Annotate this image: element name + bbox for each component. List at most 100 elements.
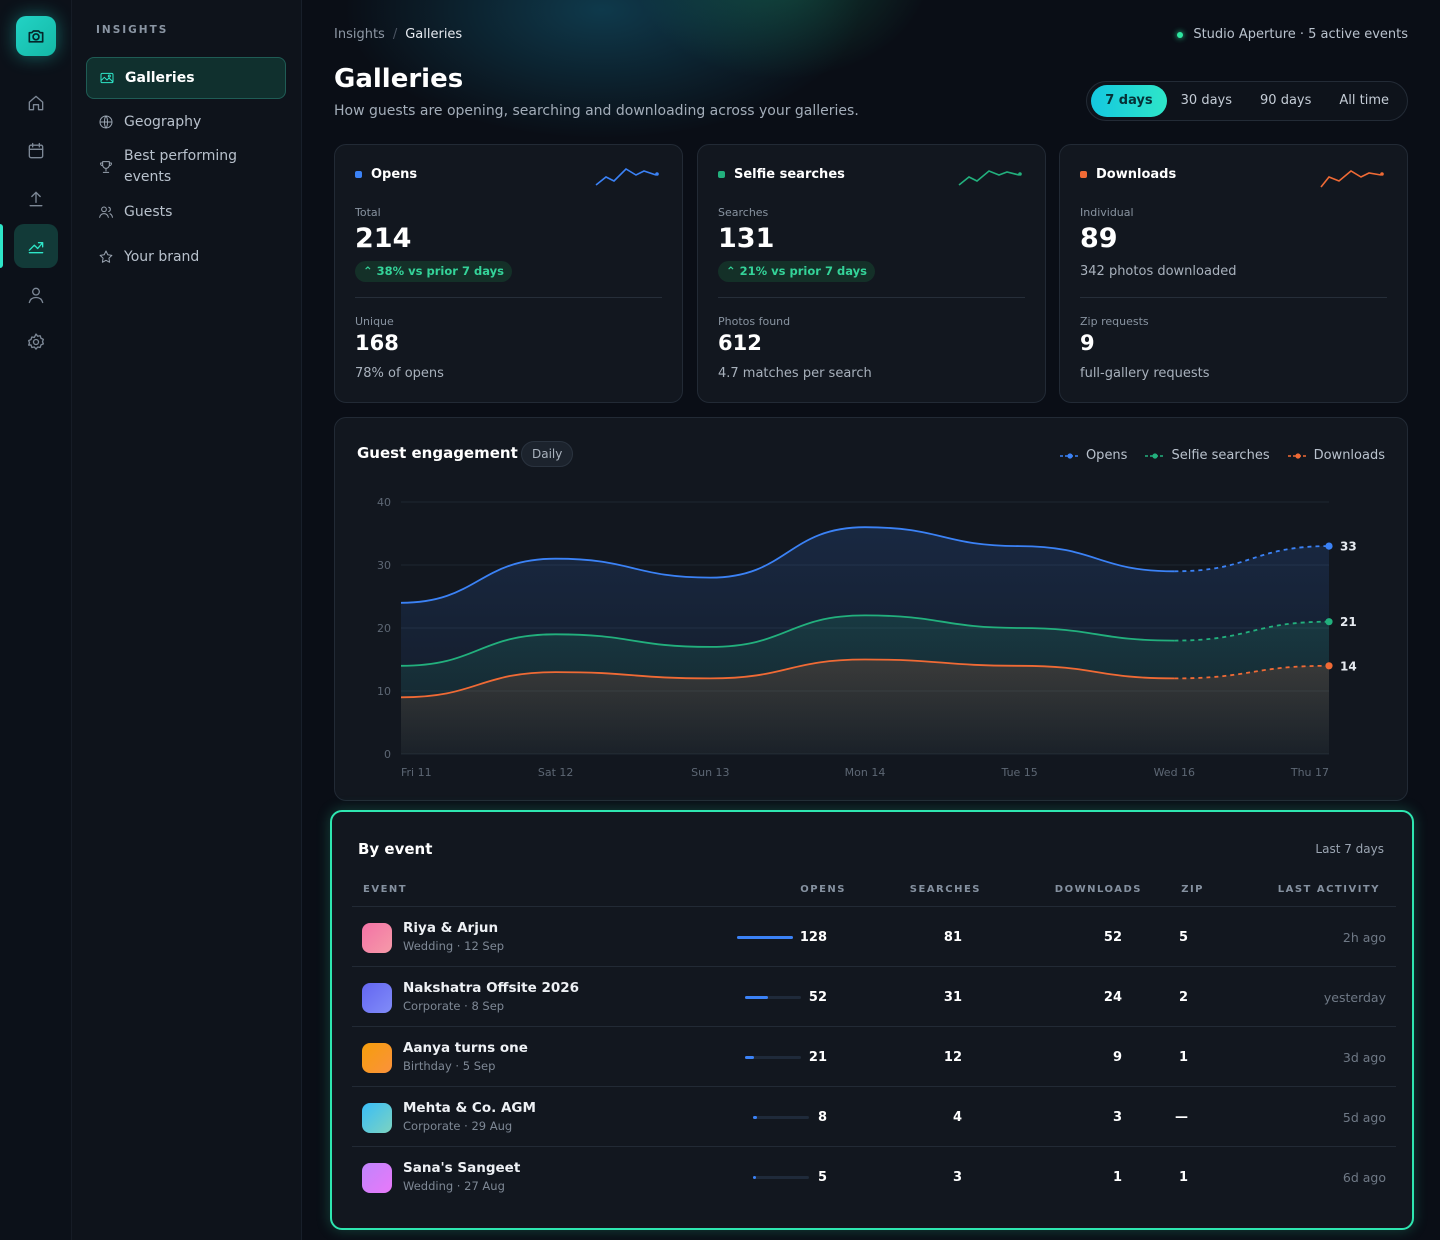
column-header-zip[interactable]: ZIP xyxy=(1181,884,1204,895)
column-header-downloads[interactable]: DOWNLOADS xyxy=(1054,884,1142,895)
breadcrumb-current: Galleries xyxy=(405,27,463,42)
kpi-primary-note: 342 photos downloaded xyxy=(1080,264,1237,279)
legend-label: Opens xyxy=(1085,448,1128,463)
event-avatar xyxy=(362,983,392,1013)
range-7-days[interactable]: 7 days xyxy=(1091,85,1167,117)
opens-bar xyxy=(737,936,793,939)
sidebar-item-geography[interactable]: Geography xyxy=(86,104,286,140)
range-90-days[interactable]: 90 days xyxy=(1260,93,1312,108)
breadcrumb-insights[interactable]: Insights xyxy=(334,27,385,42)
range-all-time[interactable]: All time xyxy=(1339,93,1389,108)
legend-line-icon xyxy=(1287,452,1308,459)
kpi-card-selfie-searches: Selfie searches Searches 131 ⌃ 21% vs pr… xyxy=(697,144,1046,403)
column-header-searches[interactable]: SEARCHES xyxy=(909,884,981,895)
background-glow xyxy=(342,0,862,140)
users-icon xyxy=(99,206,113,218)
series-area-downloads xyxy=(401,659,1329,754)
zip-value: 5 xyxy=(1178,930,1188,945)
status-dot-icon xyxy=(1177,31,1184,38)
sidebar-item-galleries[interactable]: Galleries xyxy=(86,57,286,99)
opens-bar xyxy=(745,996,801,999)
legend-label: Downloads xyxy=(1313,448,1385,463)
x-tick-label: Sun 13 xyxy=(691,766,729,779)
sidebar-item-label: Galleries xyxy=(125,70,195,86)
trophy-icon xyxy=(100,161,112,173)
legend-item-opens[interactable]: Opens xyxy=(1059,448,1128,463)
engagement-chart: 0 10 20 30 40 Fri 11 Sat 12 Sun 13 Mon 14 Tue 15 W… xyxy=(377,496,1357,779)
sidebar: INSIGHTS Galleries Geography Best perfor… xyxy=(72,0,302,1240)
event-avatar xyxy=(362,1103,392,1133)
sidebar-item-label: Your brand xyxy=(124,249,200,265)
last-activity: 6d ago xyxy=(1342,1170,1386,1185)
chart-granularity-tag[interactable]: Daily xyxy=(521,441,574,467)
range-30-days[interactable]: 30 days xyxy=(1180,93,1233,108)
series-line-opens xyxy=(400,526,1175,604)
legend-item-selfie-searches[interactable]: Selfie searches xyxy=(1145,448,1270,463)
x-tick-label: Sat 12 xyxy=(538,766,574,779)
date-range-toggle: 7 days 30 days 90 days All time xyxy=(1086,81,1408,121)
downloads-value: 1 xyxy=(1112,1170,1122,1185)
kpi-change-badge: ⌃ 21% vs prior 7 days xyxy=(718,261,875,282)
chart-legend: Opens Selfie searches Downloads xyxy=(1059,448,1385,463)
divider xyxy=(355,297,662,298)
legend-dot-icon xyxy=(718,171,725,178)
opens-bar-fill xyxy=(753,1176,756,1179)
sidebar-item-your-brand[interactable]: Your brand xyxy=(86,239,286,275)
page-subtitle: How guests are opening, searching and do… xyxy=(334,103,859,119)
camera-logo-icon[interactable] xyxy=(16,16,56,56)
event-avatar xyxy=(362,1043,392,1073)
searches-value: 12 xyxy=(943,1050,962,1065)
events-title: By event xyxy=(358,840,433,858)
kpi-title: Opens xyxy=(355,167,417,182)
upload-icon[interactable] xyxy=(14,177,58,221)
column-header-event[interactable]: EVENT xyxy=(363,884,408,895)
chart-icon[interactable] xyxy=(14,224,58,268)
kpi-primary-label: Searches xyxy=(718,206,769,219)
kpi-card-downloads: Downloads Individual 89 342 photos downl… xyxy=(1059,144,1408,403)
downloads-value: 3 xyxy=(1112,1110,1122,1125)
downloads-value: 24 xyxy=(1103,990,1122,1005)
kpi-secondary-note: 4.7 matches per search xyxy=(718,366,872,381)
sidebar-item-guests[interactable]: Guests xyxy=(86,194,286,230)
by-event-panel: By event Last 7 days EVENT OPENS SEARCHE… xyxy=(330,810,1414,1230)
table-row[interactable]: Sana's Sangeet Wedding · 27 Aug 5 3 1 1 6d ago xyxy=(352,1146,1396,1206)
table-row[interactable]: Aanya turns one Birthday · 5 Sep 21 12 9 1 3d … xyxy=(352,1026,1396,1086)
divider xyxy=(1080,297,1387,298)
kpi-secondary-note: full-gallery requests xyxy=(1080,366,1210,381)
gear-icon[interactable] xyxy=(14,320,58,364)
event-avatar xyxy=(362,1163,392,1193)
legend-dot-icon xyxy=(355,171,362,178)
event-meta: Corporate · 29 Aug xyxy=(403,1119,513,1133)
series-end-point-downloads xyxy=(1325,662,1333,670)
opens-bar-fill xyxy=(737,936,793,939)
kpi-secondary-label: Unique xyxy=(355,315,394,328)
opens-bar-fill xyxy=(745,1056,755,1059)
searches-value: 31 xyxy=(943,990,962,1005)
kpi-secondary-label: Photos found xyxy=(718,315,791,328)
table-row[interactable]: Nakshatra Offsite 2026 Corporate · 8 Sep 5… xyxy=(352,966,1396,1026)
zip-value: — xyxy=(1175,1110,1188,1125)
event-name: Riya & Arjun xyxy=(403,920,499,936)
last-activity: yesterday xyxy=(1323,990,1386,1005)
icon-rail xyxy=(0,0,72,1240)
column-header-opens[interactable]: OPENS xyxy=(800,884,846,895)
table-row[interactable]: Mehta & Co. AGM Corporate · 29 Aug 8 4 3 — 5d … xyxy=(352,1086,1396,1146)
calendar-icon[interactable] xyxy=(14,129,58,173)
kpi-primary-label: Individual xyxy=(1080,206,1134,219)
opens-bar xyxy=(753,1116,809,1119)
studio-status: Studio Aperture · 5 active events xyxy=(1177,27,1408,42)
event-avatar xyxy=(362,923,392,953)
series-line-projected-downloads xyxy=(1174,664,1330,680)
kpi-change-badge: ⌃ 38% vs prior 7 days xyxy=(355,261,512,282)
zip-value: 1 xyxy=(1178,1170,1188,1185)
kpi-secondary-value: 9 xyxy=(1080,331,1095,355)
sidebar-item-label: Geography xyxy=(124,114,202,130)
table-row[interactable]: Riya & Arjun Wedding · 12 Sep 128 81 52 5 2h a… xyxy=(352,906,1396,966)
globe-icon xyxy=(99,115,113,129)
user-icon[interactable] xyxy=(14,273,58,317)
column-header-last-activity[interactable]: LAST ACTIVITY xyxy=(1277,884,1380,895)
home-icon[interactable] xyxy=(14,81,58,125)
sidebar-item-best-performing-events[interactable]: Best performing events xyxy=(86,145,286,189)
legend-item-downloads[interactable]: Downloads xyxy=(1287,448,1385,463)
image-icon xyxy=(100,72,114,84)
